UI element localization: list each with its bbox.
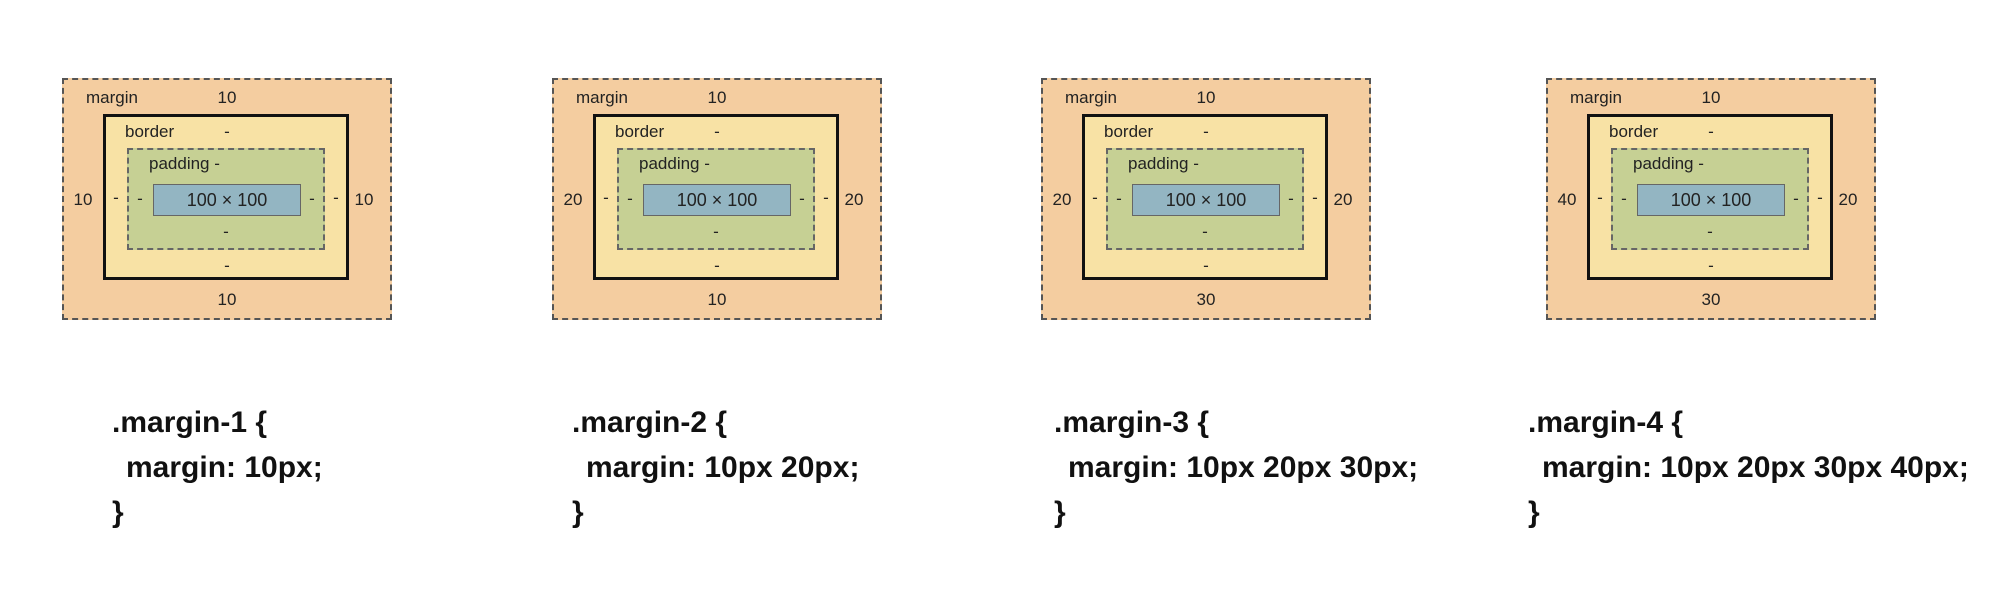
- border-bottom-value: -: [224, 256, 230, 275]
- border-bottom-value: -: [1203, 256, 1209, 275]
- padding-right-value: -: [1288, 189, 1294, 208]
- content-box: 100 × 100: [1132, 184, 1280, 216]
- box-model-diagram-3: margin 10 20 20 30 border - - - - paddin…: [1041, 78, 1371, 320]
- margin-left-value: 20: [563, 190, 583, 209]
- padding-box: padding - - - - 100 × 100: [1611, 148, 1809, 250]
- css-declaration-line: margin: 10px 20px;: [586, 451, 860, 484]
- border-top-value: -: [1708, 122, 1714, 141]
- padding-right-value: -: [1793, 189, 1799, 208]
- padding-left-value: -: [137, 189, 143, 208]
- css-closing-brace: }: [1054, 496, 1066, 529]
- box-model-diagram-4: margin 10 40 20 30 border - - - - paddin…: [1546, 78, 1876, 320]
- content-box: 100 × 100: [153, 184, 301, 216]
- padding-bottom-value: -: [223, 222, 229, 241]
- css-declaration-line: margin: 10px;: [126, 451, 323, 484]
- box-model-diagram-2: margin 10 20 20 10 border - - - - paddin…: [552, 78, 882, 320]
- margin-right-value: 10: [354, 190, 374, 209]
- content-box: 100 × 100: [1637, 184, 1785, 216]
- css-declaration-line: margin: 10px 20px 30px;: [1068, 451, 1419, 484]
- border-left-value: -: [1597, 188, 1603, 207]
- margin-right-value: 20: [1838, 190, 1858, 209]
- margin-top-value: 10: [1701, 88, 1721, 107]
- border-top-value: -: [714, 122, 720, 141]
- margin-bottom-value: 30: [1701, 290, 1721, 309]
- margin-right-value: 20: [1333, 190, 1353, 209]
- margin-left-value: 40: [1557, 190, 1577, 209]
- padding-title: padding -: [639, 154, 710, 173]
- margin-bottom-value: 10: [217, 290, 237, 309]
- box-model-diagram-1: margin 10 10 10 10 border - - - - paddin…: [62, 78, 392, 320]
- padding-left-value: -: [1621, 189, 1627, 208]
- padding-title: padding -: [1128, 154, 1199, 173]
- css-code-snippet-4: .margin-4 { margin: 10px 20px 30px 40px;…: [1528, 400, 1969, 535]
- padding-title: padding -: [149, 154, 220, 173]
- margin-top-value: 10: [707, 88, 727, 107]
- css-code-snippet-3: .margin-3 { margin: 10px 20px 30px; }: [1054, 400, 1418, 535]
- border-bottom-value: -: [1708, 256, 1714, 275]
- content-box: 100 × 100: [643, 184, 791, 216]
- padding-bottom-value: -: [1707, 222, 1713, 241]
- border-right-value: -: [823, 188, 829, 207]
- margin-title: margin: [1570, 88, 1622, 107]
- padding-left-value: -: [1116, 189, 1122, 208]
- border-left-value: -: [603, 188, 609, 207]
- border-right-value: -: [1312, 188, 1318, 207]
- margin-title: margin: [1065, 88, 1117, 107]
- border-left-value: -: [113, 188, 119, 207]
- padding-bottom-value: -: [713, 222, 719, 241]
- padding-right-value: -: [799, 189, 805, 208]
- border-right-value: -: [333, 188, 339, 207]
- padding-box: padding - - - - 100 × 100: [617, 148, 815, 250]
- border-title: border: [125, 122, 175, 141]
- margin-bottom-value: 30: [1196, 290, 1216, 309]
- margin-top-value: 10: [217, 88, 237, 107]
- padding-bottom-value: -: [1202, 222, 1208, 241]
- margin-title: margin: [576, 88, 628, 107]
- border-box: border - - - - padding - - - - 100 × 100: [1082, 114, 1328, 280]
- border-right-value: -: [1817, 188, 1823, 207]
- css-selector-line: .margin-4 {: [1528, 406, 1684, 439]
- padding-right-value: -: [309, 189, 315, 208]
- css-declaration-line: margin: 10px 20px 30px 40px;: [1542, 451, 1969, 484]
- css-closing-brace: }: [1528, 496, 1540, 529]
- css-closing-brace: }: [112, 496, 124, 529]
- border-left-value: -: [1092, 188, 1098, 207]
- margin-left-value: 20: [1052, 190, 1072, 209]
- css-selector-line: .margin-1 {: [112, 406, 268, 439]
- border-title: border: [615, 122, 665, 141]
- margin-top-value: 10: [1196, 88, 1216, 107]
- border-top-value: -: [1203, 122, 1209, 141]
- css-code-snippet-2: .margin-2 { margin: 10px 20px; }: [572, 400, 859, 535]
- border-top-value: -: [224, 122, 230, 141]
- border-box: border - - - - padding - - - - 100 × 100: [593, 114, 839, 280]
- margin-right-value: 20: [844, 190, 864, 209]
- padding-box: padding - - - - 100 × 100: [127, 148, 325, 250]
- margin-left-value: 10: [73, 190, 93, 209]
- margin-bottom-value: 10: [707, 290, 727, 309]
- border-box: border - - - - padding - - - - 100 × 100: [1587, 114, 1833, 280]
- border-bottom-value: -: [714, 256, 720, 275]
- margin-title: margin: [86, 88, 138, 107]
- border-title: border: [1609, 122, 1659, 141]
- css-closing-brace: }: [572, 496, 584, 529]
- padding-left-value: -: [627, 189, 633, 208]
- padding-title: padding -: [1633, 154, 1704, 173]
- padding-box: padding - - - - 100 × 100: [1106, 148, 1304, 250]
- css-code-snippet-1: .margin-1 { margin: 10px; }: [112, 400, 323, 535]
- border-box: border - - - - padding - - - - 100 × 100: [103, 114, 349, 280]
- border-title: border: [1104, 122, 1154, 141]
- css-selector-line: .margin-3 {: [1054, 406, 1210, 439]
- css-selector-line: .margin-2 {: [572, 406, 728, 439]
